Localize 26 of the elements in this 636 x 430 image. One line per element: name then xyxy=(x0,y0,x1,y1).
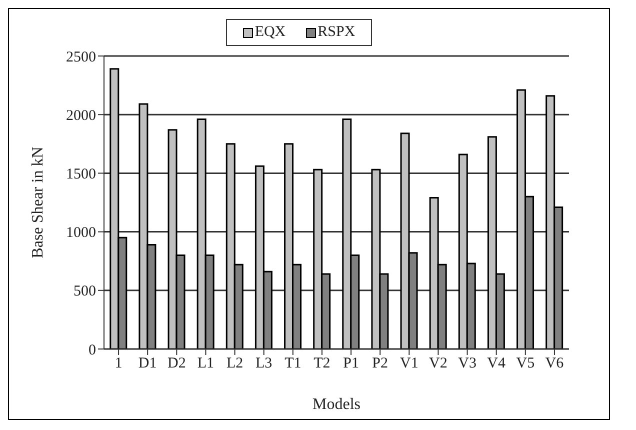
x-tick-label: V3 xyxy=(458,356,476,372)
x-tick-label: D1 xyxy=(138,356,157,372)
x-tick-label: V6 xyxy=(545,356,564,372)
legend-label: EQX xyxy=(254,24,286,41)
legend-label: RSPX xyxy=(316,24,356,41)
x-tick-label: V4 xyxy=(487,356,506,372)
x-tick-label: V1 xyxy=(400,356,418,372)
x-tick-label: P1 xyxy=(343,356,359,372)
x-tick-label: V2 xyxy=(429,356,448,372)
y-axis-title: Base Shear in kN xyxy=(30,146,47,258)
y-tick-label: 500 xyxy=(74,284,96,300)
y-tick-label: 2000 xyxy=(66,108,96,124)
x-tick-label: V5 xyxy=(516,356,535,372)
x-axis-title: Models xyxy=(312,396,360,413)
x-tick-label: 1 xyxy=(114,356,122,372)
x-tick-label: T2 xyxy=(314,356,330,372)
y-tick-label: 1500 xyxy=(66,166,96,183)
y-tick-label: 2500 xyxy=(66,49,96,66)
x-tick-label: L1 xyxy=(197,356,214,372)
x-tick-label: L2 xyxy=(226,356,244,372)
x-tick-label: L3 xyxy=(256,356,272,372)
x-tick-label: D2 xyxy=(167,356,186,372)
x-tick-label: P2 xyxy=(372,356,388,372)
y-tick-label: 1000 xyxy=(66,225,96,242)
x-tick-label: T1 xyxy=(284,356,302,372)
y-tick-label: 0 xyxy=(88,342,96,358)
